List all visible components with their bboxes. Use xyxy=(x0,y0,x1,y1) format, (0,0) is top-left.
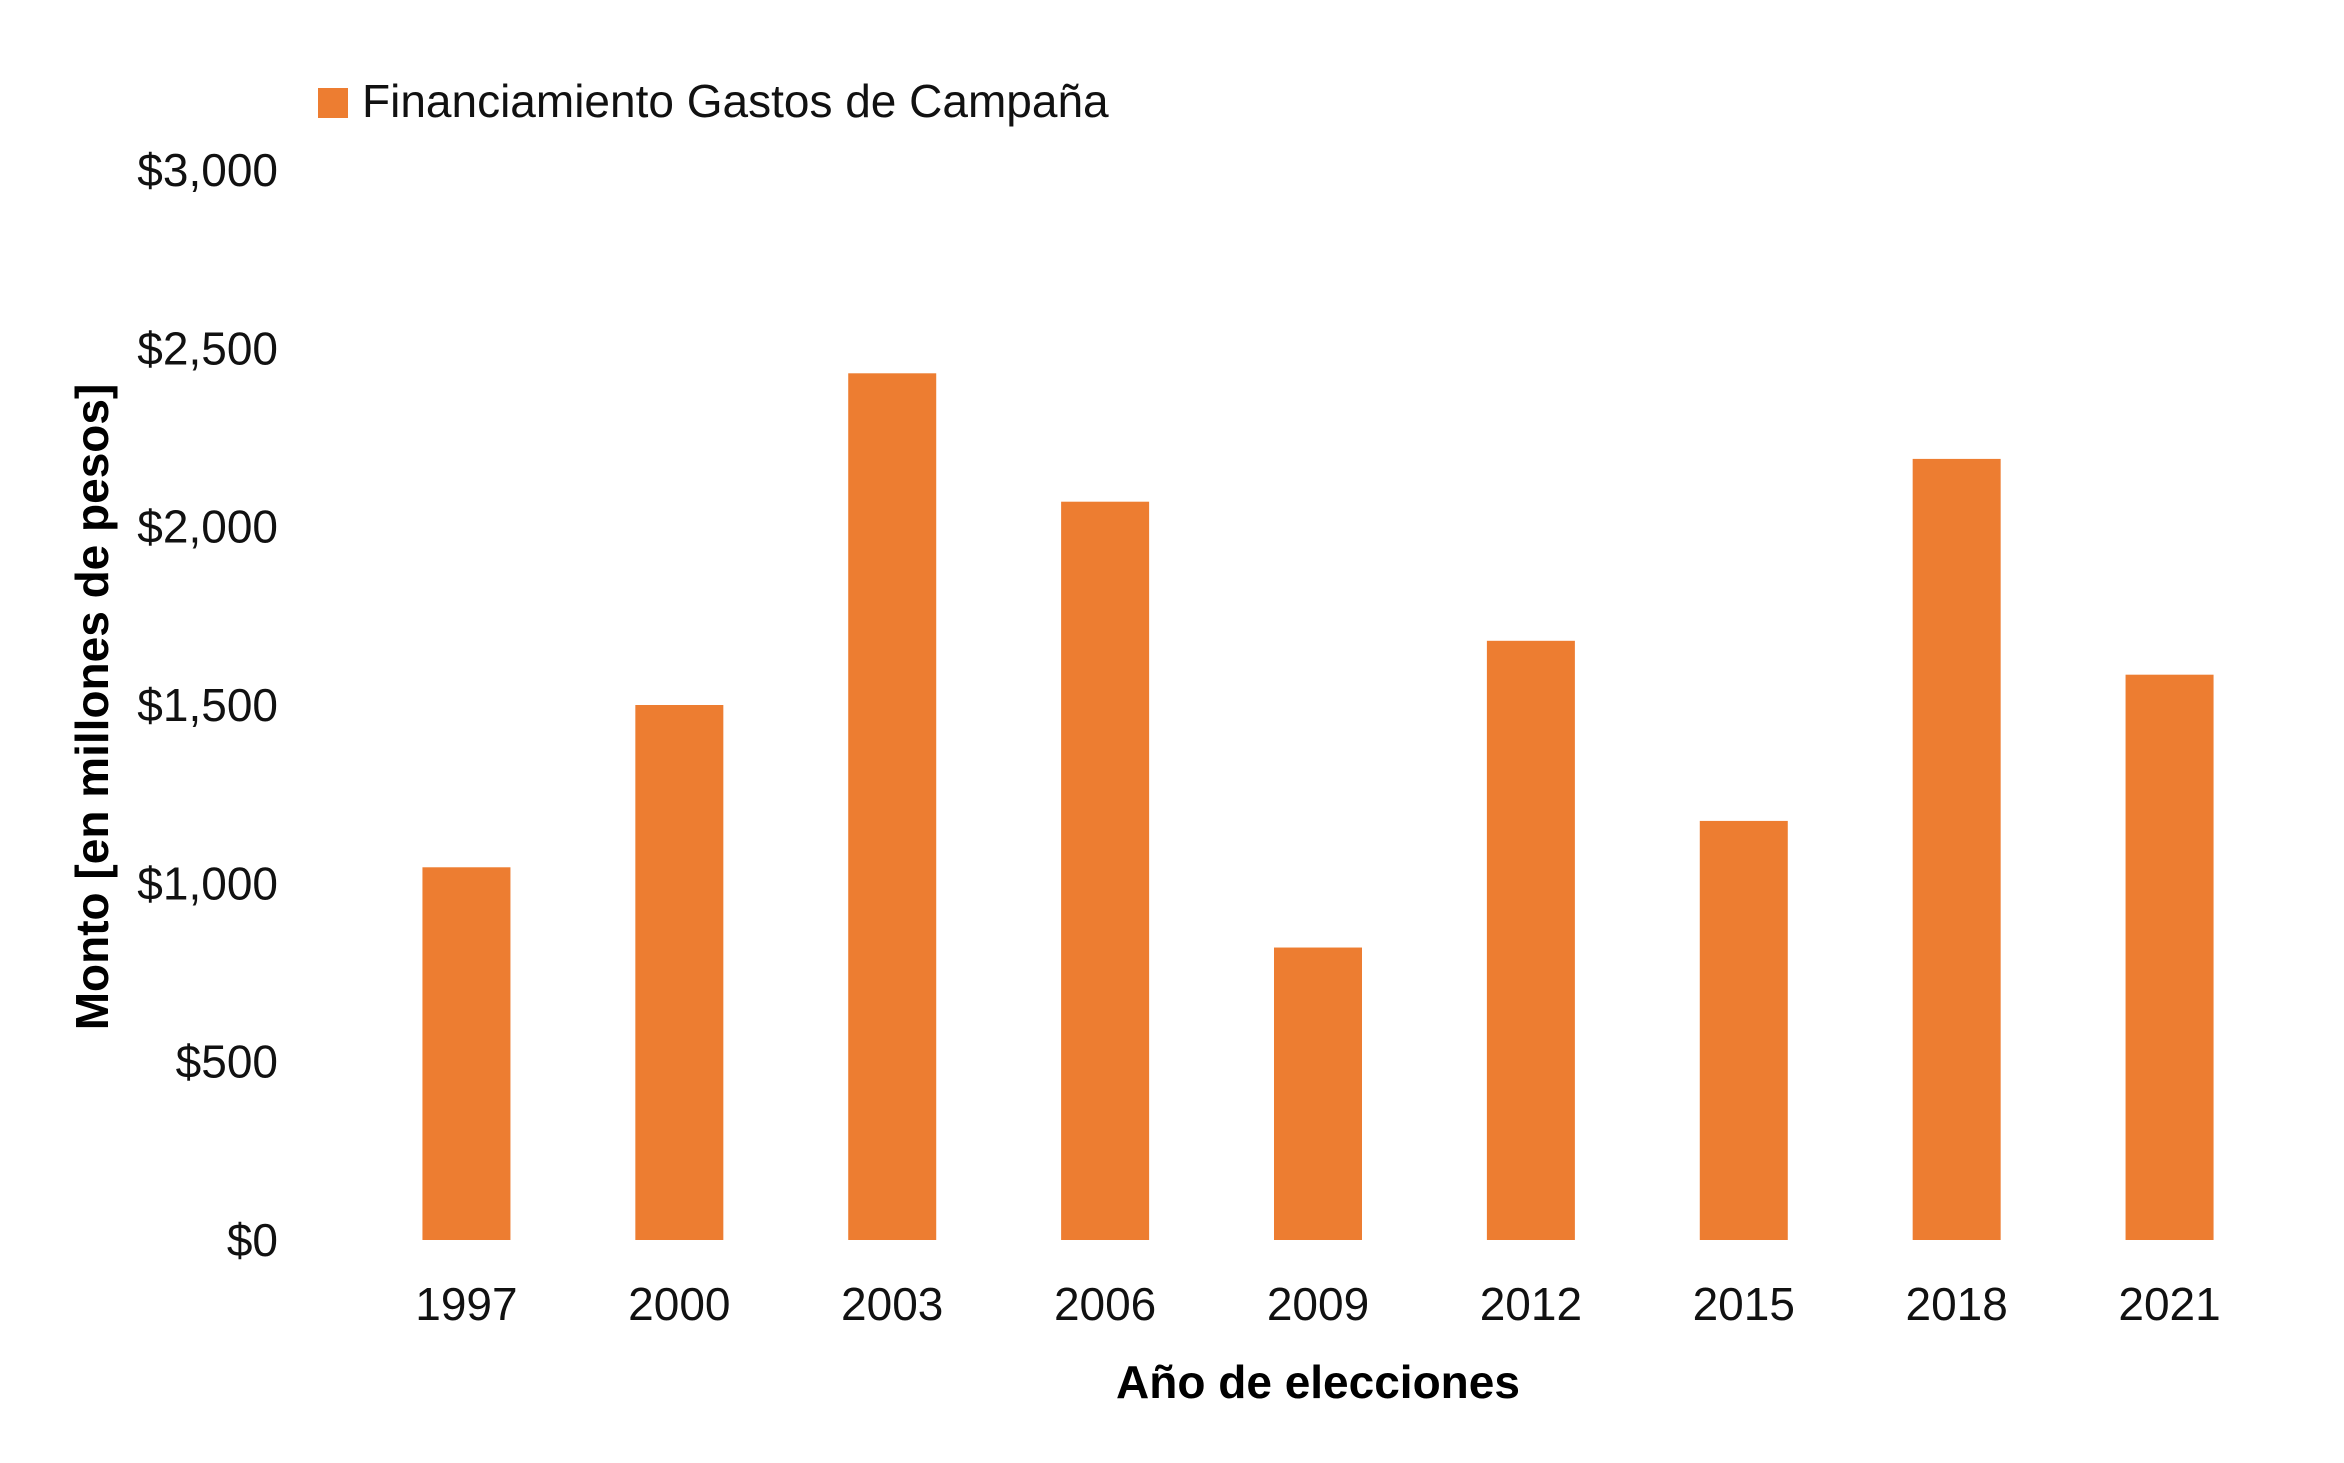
y-tick-label: $2,000 xyxy=(137,501,278,553)
bar xyxy=(1274,947,1362,1240)
x-tick-label: 2000 xyxy=(628,1278,730,1330)
y-tick-label: $1,500 xyxy=(137,679,278,731)
y-tick-label: $0 xyxy=(227,1214,278,1266)
x-axis-ticks: 1997 2000 2003 2006 2009 2012 2015 2018 2021 xyxy=(415,1278,2220,1330)
bar xyxy=(848,373,937,1240)
bar xyxy=(422,867,511,1240)
x-tick-label: 2012 xyxy=(1480,1278,1582,1330)
y-axis-ticks: $0 $500 $1,000 $1,500 $2,000 $2,500 $3,000 xyxy=(137,144,278,1266)
y-tick-label: $2,500 xyxy=(137,322,278,374)
bar xyxy=(635,705,724,1240)
legend: Financiamiento Gastos de Campaña xyxy=(318,75,1109,127)
bar xyxy=(1061,501,1150,1240)
x-tick-label: 2015 xyxy=(1693,1278,1795,1330)
x-axis-title: Año de elecciones xyxy=(1116,1356,1520,1408)
y-axis-title: Monto [en millones de pesos] xyxy=(66,384,118,1031)
bars xyxy=(422,373,2214,1240)
x-tick-label: 1997 xyxy=(415,1278,517,1330)
legend-swatch xyxy=(318,88,348,118)
legend-label: Financiamiento Gastos de Campaña xyxy=(362,75,1109,127)
bar xyxy=(1912,458,2001,1240)
y-tick-label: $1,000 xyxy=(137,857,278,909)
x-tick-label: 2018 xyxy=(1905,1278,2007,1330)
x-tick-label: 2021 xyxy=(2118,1278,2220,1330)
y-tick-label: $500 xyxy=(176,1036,278,1088)
bar xyxy=(2125,674,2214,1240)
x-tick-label: 2003 xyxy=(841,1278,943,1330)
x-tick-label: 2009 xyxy=(1267,1278,1369,1330)
bar xyxy=(1699,820,1788,1240)
y-tick-label: $3,000 xyxy=(137,144,278,196)
x-tick-label: 2006 xyxy=(1054,1278,1156,1330)
bar xyxy=(1486,640,1575,1240)
